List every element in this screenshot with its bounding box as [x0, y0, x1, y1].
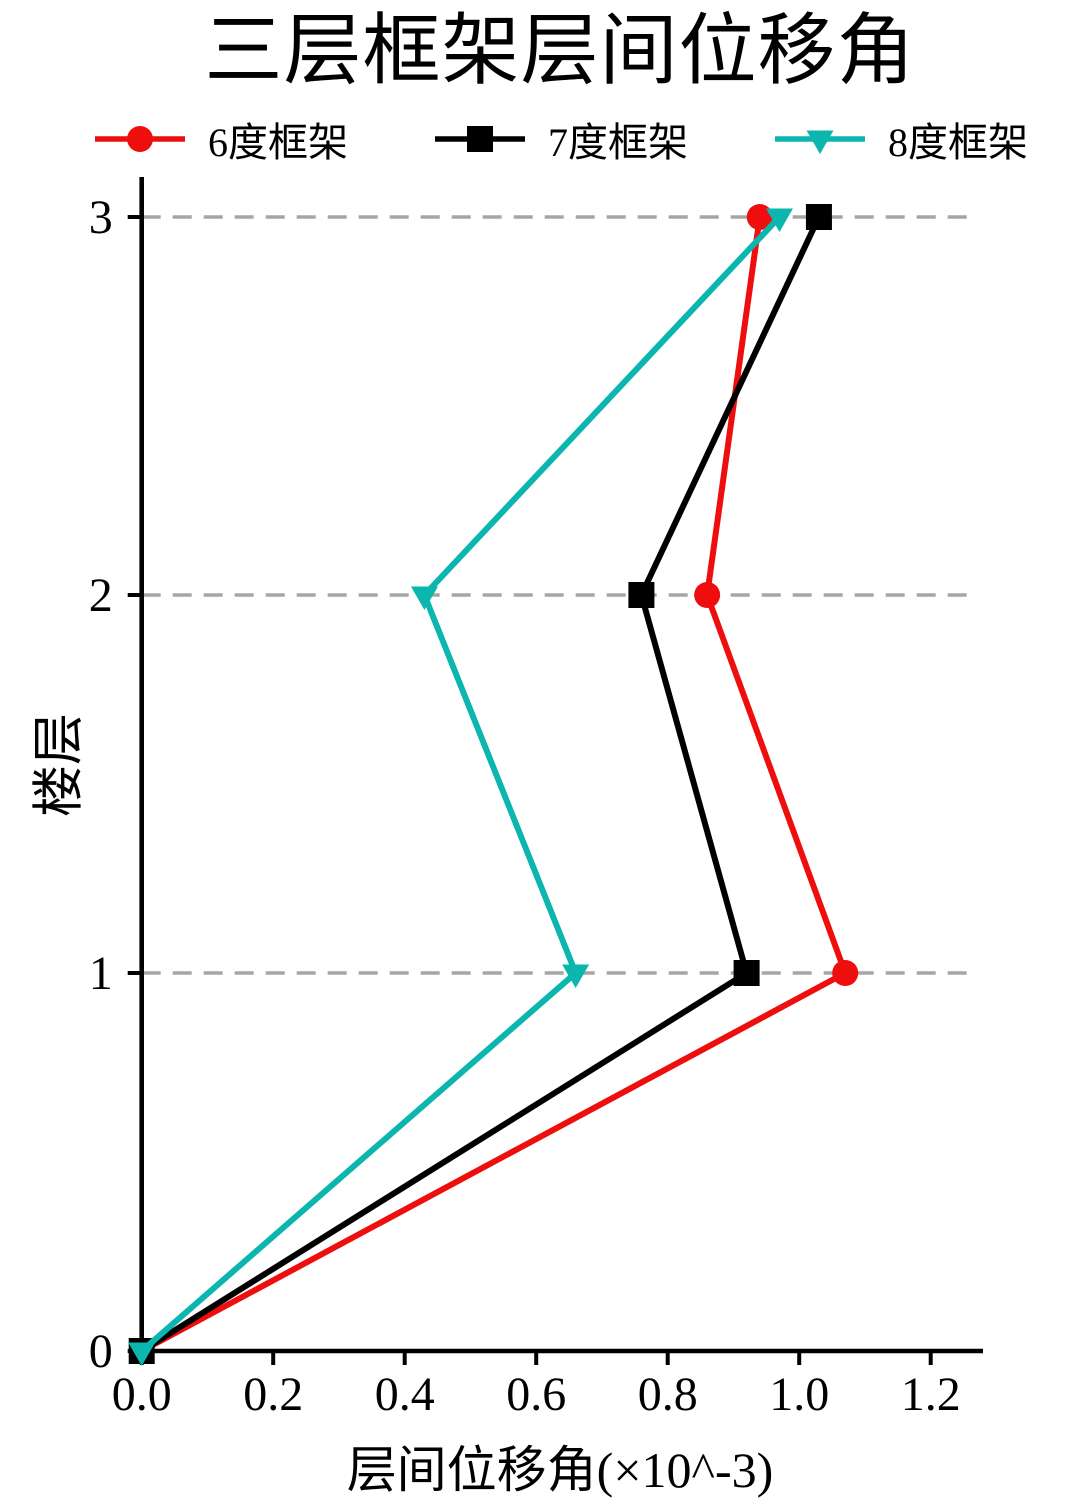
legend-item-6-degree-frame: 6度框架 [92, 110, 348, 168]
series-0 [128, 204, 859, 1364]
x-tick-label-0.8: 0.8 [638, 1368, 698, 1421]
legend-item-7-degree-frame: 7度框架 [432, 110, 688, 168]
series-0-marker-floor-2 [694, 582, 721, 608]
legend-label: 8度框架 [888, 120, 1028, 165]
y-axis-label: 楼层 [31, 712, 89, 818]
y-tick-label-3: 3 [89, 191, 113, 244]
legend-label: 6度框架 [208, 120, 348, 165]
x-tick-label-1.2: 1.2 [901, 1368, 961, 1421]
legend: 6度框架 7度框架 8度框架 [40, 110, 1080, 168]
series-2-marker-floor-3 [765, 208, 793, 232]
series-line-1 [140, 215, 822, 1354]
series-1 [128, 204, 832, 1364]
circle-marker-icon [95, 126, 185, 152]
x-tick-label-0.2: 0.2 [243, 1368, 303, 1421]
series-0-marker-floor-3 [746, 204, 773, 230]
series-line-2 [139, 214, 782, 1354]
series-1-marker-floor-1 [733, 960, 760, 986]
series-1-marker-floor-3 [805, 204, 832, 230]
series-0-marker-floor-1 [832, 960, 859, 986]
x-tick-label-0.6: 0.6 [506, 1368, 566, 1421]
legend-marker-glyph [127, 126, 153, 152]
legend-item-8-degree-frame: 8度框架 [772, 110, 1028, 168]
x-tick-label-0.4: 0.4 [375, 1368, 435, 1421]
legend-label: 7度框架 [548, 120, 688, 165]
series-2 [128, 208, 793, 1366]
x-axis-label: 层间位移角(×10^-3) [346, 1442, 774, 1498]
legend-marker-glyph [467, 126, 493, 152]
chart-title: 三层框架层间位移角 [204, 7, 916, 94]
series-2-marker-floor-2 [410, 586, 438, 610]
triangle-down-marker-icon [775, 130, 865, 154]
y-tick-label-1: 1 [89, 947, 113, 1000]
x-tick-label-0.0: 0.0 [112, 1368, 172, 1421]
square-marker-icon [435, 126, 525, 152]
series-2-marker-floor-0 [128, 1342, 156, 1366]
x-tick-label-1.0: 1.0 [769, 1368, 829, 1421]
y-tick-label-2: 2 [89, 569, 113, 622]
series-1-marker-floor-2 [628, 582, 655, 608]
y-tick-label-0: 0 [89, 1325, 113, 1378]
series-2-marker-floor-1 [562, 964, 590, 988]
legend-marker-glyph [806, 130, 834, 154]
